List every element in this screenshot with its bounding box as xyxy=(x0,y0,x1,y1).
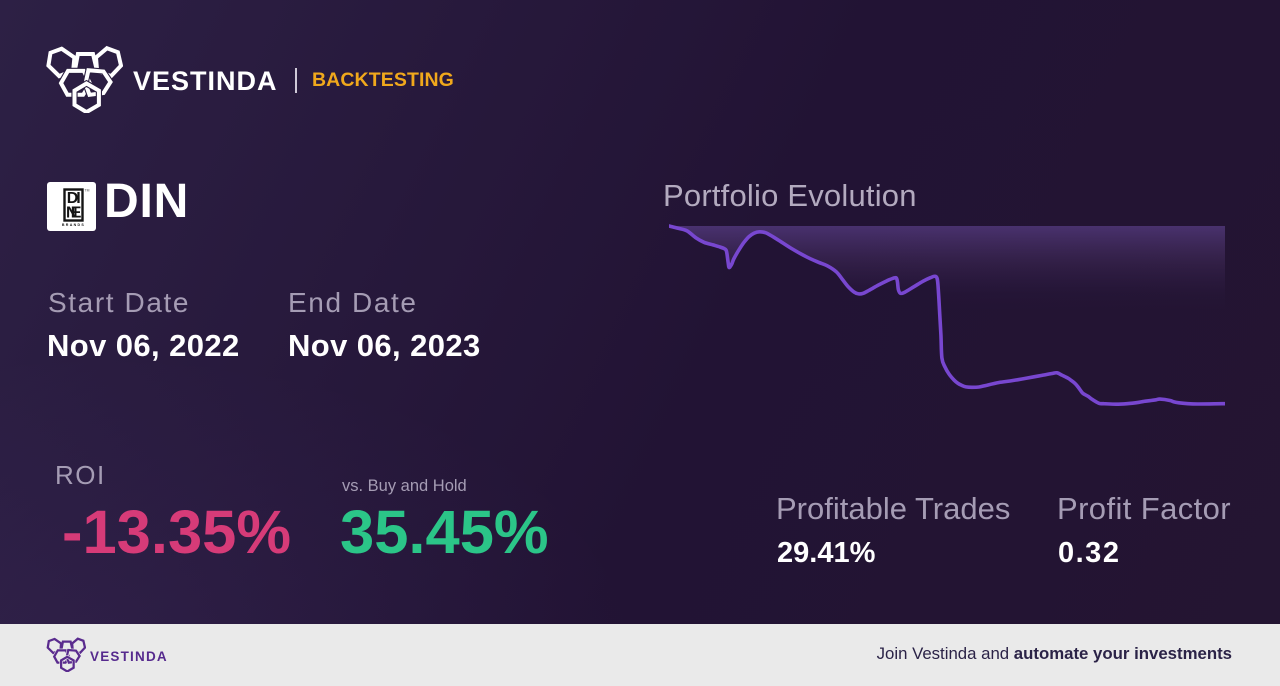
svg-text:DI: DI xyxy=(67,190,81,207)
svg-text:NE: NE xyxy=(66,205,82,222)
svg-text:TM: TM xyxy=(85,189,90,193)
svg-text:BRANDS: BRANDS xyxy=(62,223,85,227)
